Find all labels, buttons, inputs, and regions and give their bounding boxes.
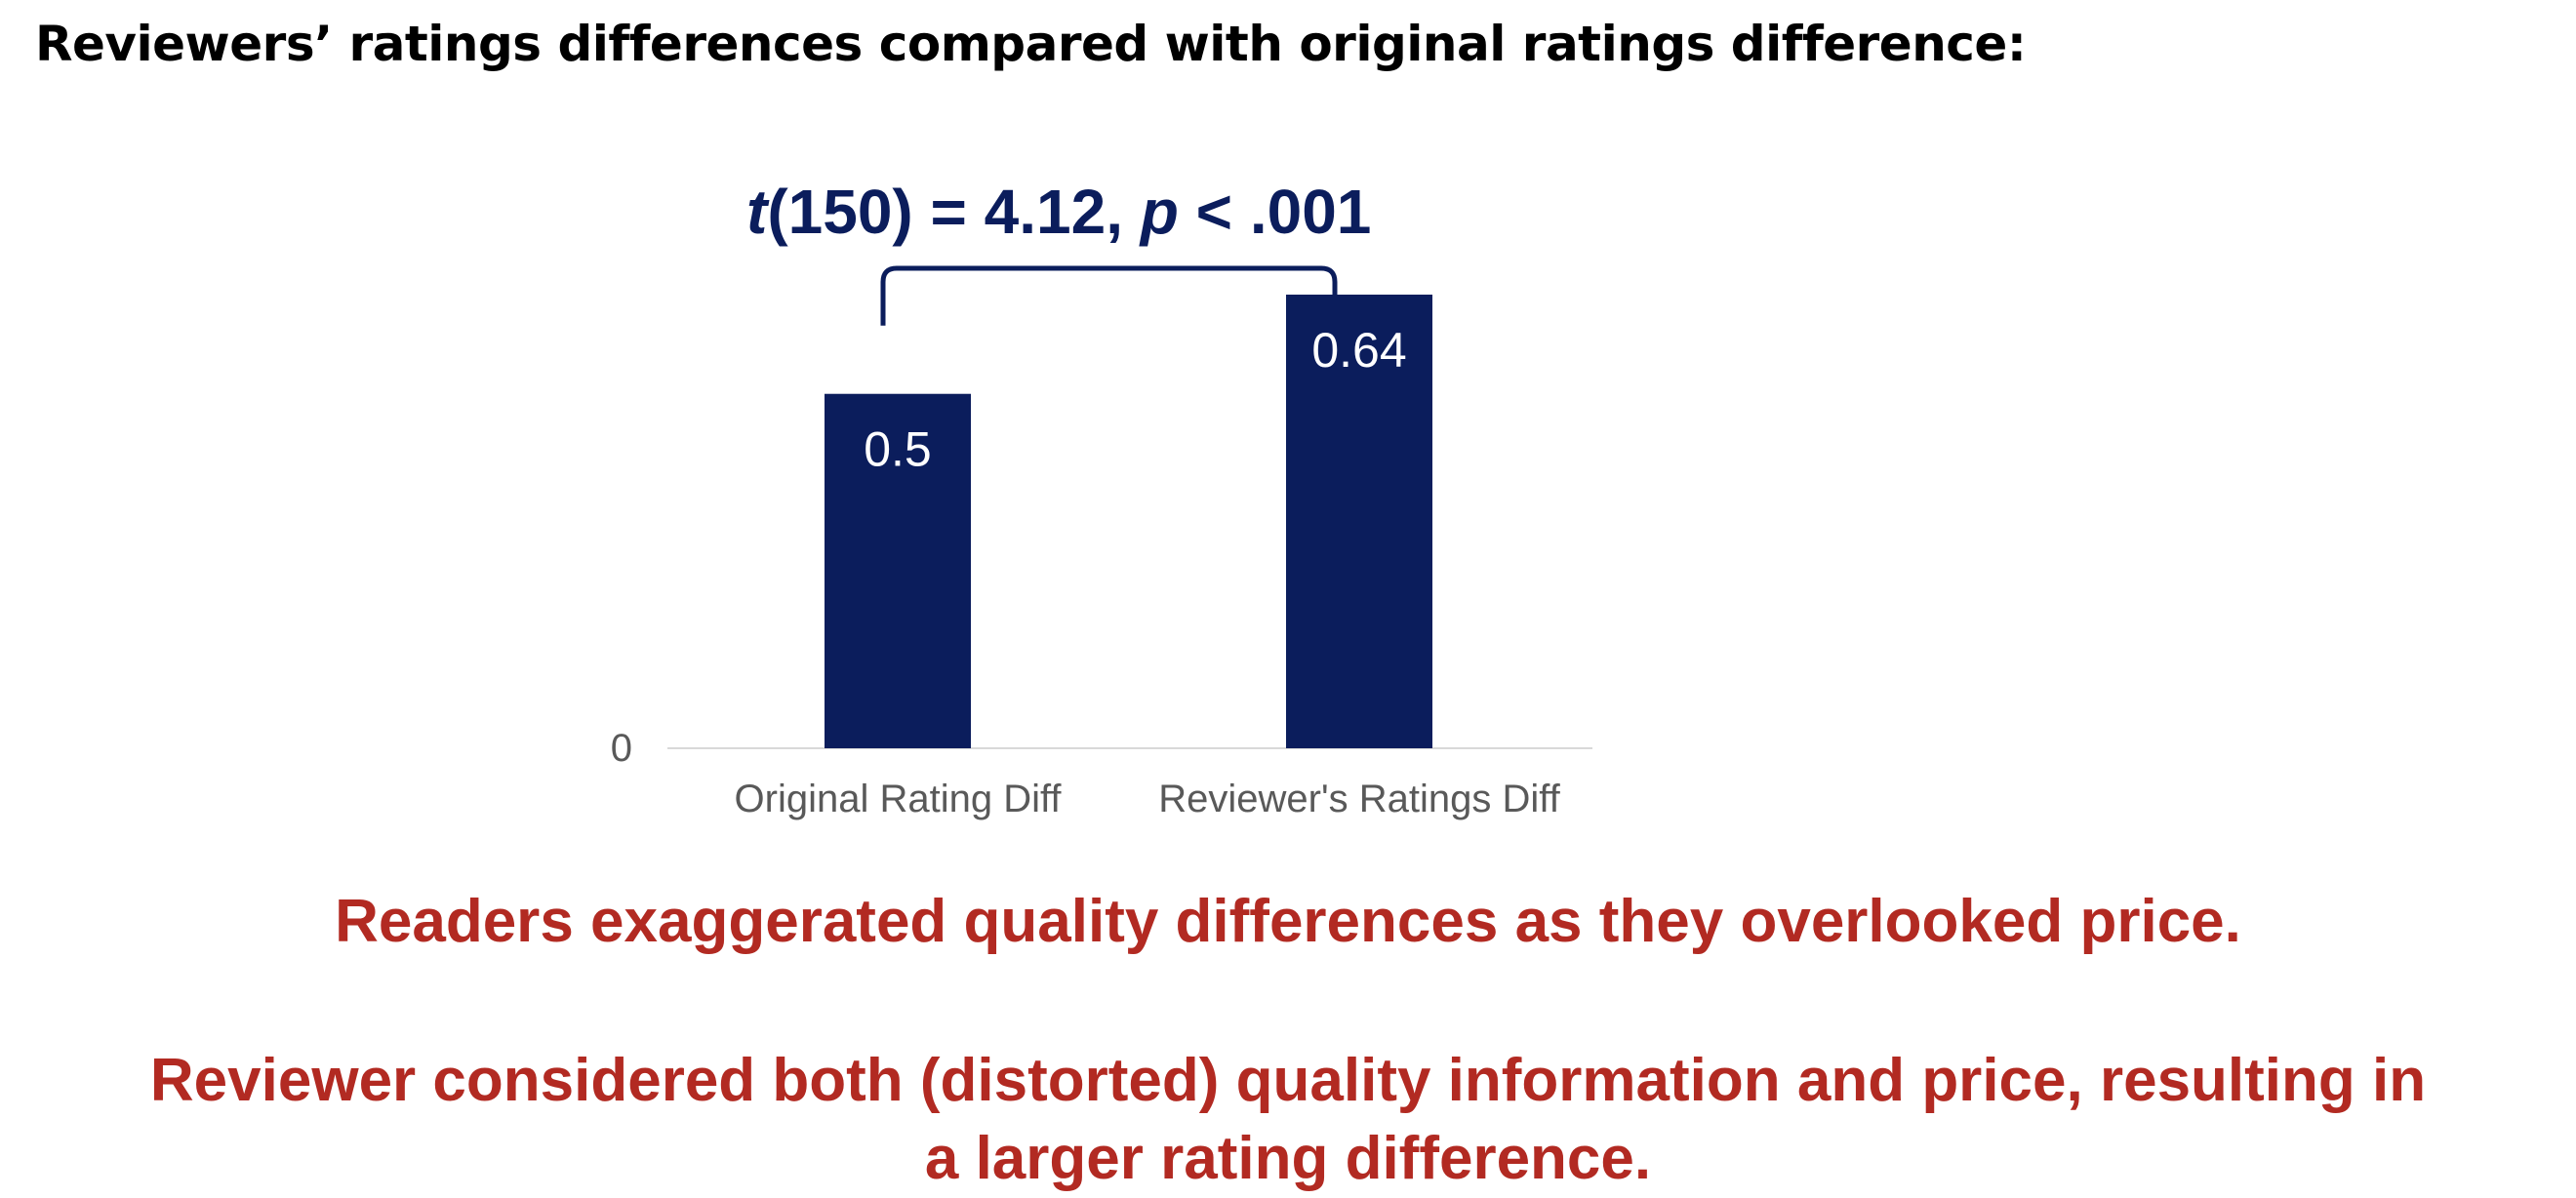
data-label-2: 0.64 <box>1311 323 1406 378</box>
y-tick-label: 0 <box>611 727 632 770</box>
conclusion-reviewer: Reviewer considered both (distorted) qua… <box>0 1042 2576 1198</box>
bar-1 <box>825 393 971 748</box>
t-test-annotation: t(150) = 4.12, p < .001 <box>746 176 1371 248</box>
t-symbol: t <box>746 177 768 247</box>
x-tick-label-2: Reviewer's Ratings Diff <box>1158 778 1560 820</box>
p-value: < .001 <box>1178 177 1372 247</box>
data-label-1: 0.5 <box>864 422 932 477</box>
conclusion-reviewer-line-2: a larger rating difference. <box>924 1125 1652 1192</box>
significance-bracket <box>880 265 1338 326</box>
conclusion-reviewer-line-1: Reviewer considered both (distorted) qua… <box>149 1047 2427 1114</box>
t-test-stat: (150) = 4.12, <box>767 177 1141 247</box>
conclusion-readers: Readers exaggerated quality differences … <box>335 888 2241 955</box>
bar-chart: 0 0.5 Original Rating Diff 0.64 Reviewer's R… <box>611 265 1592 820</box>
bar-2 <box>1286 295 1432 748</box>
p-symbol: p <box>1140 177 1179 247</box>
slide-title: Reviewers’ ratings differences compared … <box>35 16 2027 72</box>
x-tick-label-1: Original Rating Diff <box>735 778 1063 820</box>
